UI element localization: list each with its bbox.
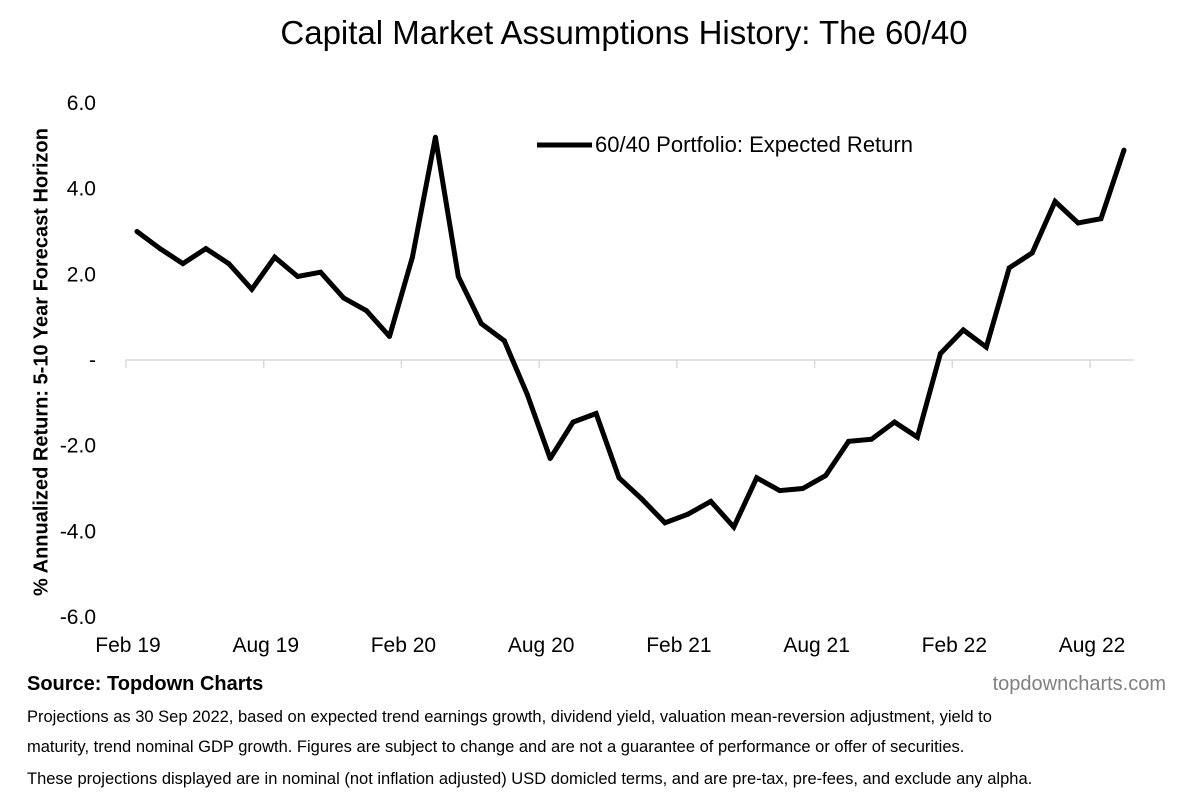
data-point xyxy=(983,344,989,350)
data-point xyxy=(547,456,553,462)
data-point xyxy=(731,524,737,530)
watermark-text: topdowncharts.com xyxy=(992,673,1166,695)
footnote-line-3: These projections displayed are in nomin… xyxy=(27,770,1033,788)
y-tick-label: - xyxy=(89,349,96,372)
chart-title: Capital Market Assumptions History: The … xyxy=(280,14,968,51)
data-point xyxy=(685,511,691,517)
data-point xyxy=(570,419,576,425)
data-point xyxy=(364,308,370,314)
y-tick-label: 2.0 xyxy=(67,263,96,286)
data-point xyxy=(800,486,806,491)
x-tick-label: Feb 20 xyxy=(371,634,436,657)
x-tick-label: Aug 19 xyxy=(232,634,299,657)
x-tick-label: Aug 22 xyxy=(1059,634,1126,657)
data-point xyxy=(341,295,347,301)
data-point xyxy=(249,286,255,292)
x-tick-label: Aug 20 xyxy=(508,634,575,657)
data-point xyxy=(662,520,668,526)
y-tick-label: 6.0 xyxy=(67,92,96,115)
data-point xyxy=(157,246,163,252)
footnote-line-2: maturity, trend nominal GDP growth. Figu… xyxy=(27,738,965,756)
data-point xyxy=(846,438,852,444)
data-point xyxy=(616,475,622,481)
series-line-60-40-expected-return xyxy=(135,136,1127,532)
y-tick-label: 4.0 xyxy=(67,178,96,201)
y-tick-label: -6.0 xyxy=(60,606,96,629)
data-point xyxy=(960,327,966,333)
series-layer xyxy=(134,134,1127,532)
x-tick-label: Feb 22 xyxy=(922,634,987,657)
data-point xyxy=(524,391,530,397)
data-point xyxy=(409,254,415,260)
footnote-line-1: Projections as 30 Sep 2022, based on exp… xyxy=(27,708,992,726)
data-point xyxy=(914,434,920,440)
data-point xyxy=(777,488,783,494)
data-point xyxy=(226,261,232,267)
data-point xyxy=(432,134,438,140)
data-point xyxy=(639,496,645,502)
data-point xyxy=(823,473,829,479)
data-point xyxy=(1075,220,1081,226)
data-point xyxy=(134,229,140,234)
data-point xyxy=(295,273,301,279)
data-point xyxy=(455,273,461,279)
y-tick-label: -4.0 xyxy=(60,520,96,543)
data-point xyxy=(708,498,714,504)
y-tick-label: -2.0 xyxy=(60,435,96,458)
data-point xyxy=(318,269,324,275)
data-point xyxy=(1029,250,1035,256)
data-point xyxy=(593,411,599,417)
data-point xyxy=(869,436,875,442)
data-point xyxy=(272,254,278,260)
source-label: Source: Topdown Charts xyxy=(27,673,264,695)
data-point xyxy=(1098,216,1104,222)
axis-layer: 6.0 4.0 2.0 - -2.0 -4.0 -6.0 Feb 19 Aug 19 Feb 20… xyxy=(60,92,1134,657)
data-point xyxy=(1052,199,1058,205)
data-point xyxy=(891,419,897,425)
data-point xyxy=(937,351,943,357)
data-point xyxy=(501,338,507,344)
x-tick-label: Aug 21 xyxy=(783,634,850,657)
data-point xyxy=(1006,265,1012,271)
data-point xyxy=(203,246,209,252)
x-tick-label: Feb 21 xyxy=(646,634,711,657)
legend-label: 60/40 Portfolio: Expected Return xyxy=(595,132,913,157)
data-point xyxy=(386,333,392,339)
data-point xyxy=(1121,147,1127,153)
legend: 60/40 Portfolio: Expected Return xyxy=(537,132,913,157)
data-point xyxy=(180,261,186,267)
data-point xyxy=(754,475,760,481)
x-tick-label: Feb 19 xyxy=(95,634,160,657)
data-point xyxy=(478,321,484,327)
